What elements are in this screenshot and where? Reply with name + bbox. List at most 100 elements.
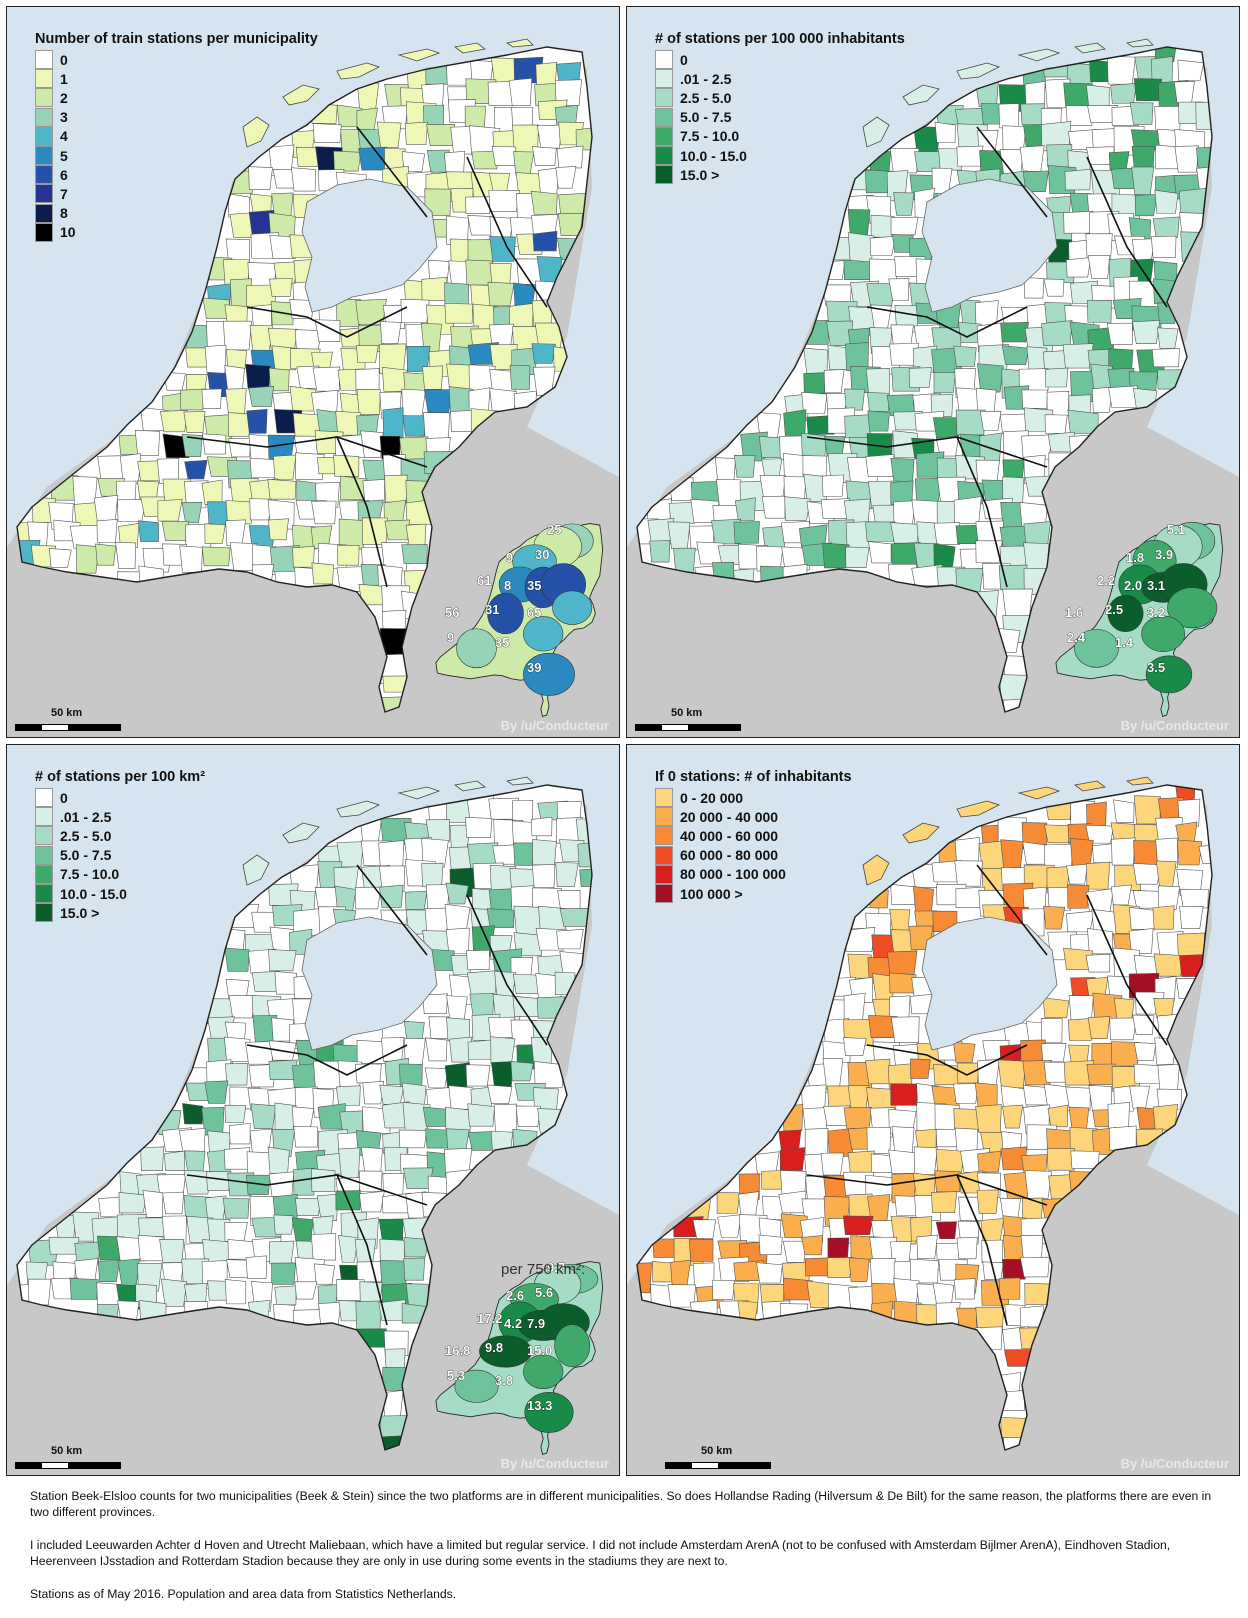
municipality <box>1109 1017 1137 1041</box>
inset-value-label: 9 <box>447 630 454 645</box>
municipality <box>1087 299 1112 323</box>
wadden-island <box>242 116 270 148</box>
legend-entry: 15.0 > <box>35 903 205 923</box>
municipality <box>975 387 997 414</box>
municipality <box>48 1236 80 1255</box>
municipality <box>953 496 982 524</box>
municipality <box>530 816 553 837</box>
municipality <box>333 454 360 477</box>
wadden-island <box>242 854 270 886</box>
municipality <box>445 882 469 905</box>
municipality <box>223 320 252 351</box>
municipality <box>953 1083 979 1104</box>
municipality <box>267 1146 290 1174</box>
municipality <box>421 277 448 301</box>
scale-bar: 50 km <box>15 707 121 731</box>
sea-area <box>627 7 1239 547</box>
municipality <box>449 1036 473 1063</box>
wadden-island <box>862 116 890 148</box>
legend-swatch <box>35 107 53 127</box>
municipality <box>1047 886 1073 911</box>
municipality <box>870 1258 896 1286</box>
municipality <box>1001 345 1029 365</box>
municipality <box>292 546 315 568</box>
municipality <box>758 1234 783 1255</box>
legend-swatch <box>35 807 53 827</box>
municipality <box>759 475 786 498</box>
province-border <box>246 1044 408 1076</box>
municipality <box>733 521 760 544</box>
province-border <box>356 864 428 956</box>
wadden-island <box>1074 42 1106 54</box>
municipality <box>530 190 558 215</box>
municipality <box>489 262 512 285</box>
legend-entry: 100 000 > <box>655 884 852 904</box>
legend-label: 10.0 - 15.0 <box>680 147 747 164</box>
scale-bar: 50 km <box>665 1445 771 1469</box>
municipality <box>956 145 984 167</box>
inset-value-label: 56 <box>445 605 459 620</box>
municipality <box>1000 322 1029 343</box>
province-border <box>806 1174 1048 1206</box>
legend-entry: 5.0 - 7.5 <box>655 107 905 127</box>
municipality <box>1041 320 1073 346</box>
province-border <box>956 436 1008 588</box>
municipality <box>870 214 895 238</box>
municipality <box>1000 839 1024 868</box>
map-legend: # of stations per 100 000 inhabitants 0.… <box>655 31 905 185</box>
municipality <box>227 1239 256 1260</box>
legend-label: 5 <box>60 147 68 164</box>
legend-entry: 10.0 - 15.0 <box>655 146 905 166</box>
legend-entry: .01 - 2.5 <box>35 807 205 827</box>
municipality <box>333 150 362 172</box>
municipality <box>184 1282 208 1304</box>
inset-value-label: 3.8 <box>495 1373 513 1388</box>
inset-value-label: 1.4 <box>1115 635 1134 650</box>
municipality <box>844 388 865 411</box>
municipality <box>356 107 378 131</box>
municipality <box>311 1168 336 1192</box>
inset-value-label: 3.1 <box>1147 578 1165 593</box>
municipality <box>464 105 486 129</box>
legend-entry: 80 000 - 100 000 <box>655 864 852 884</box>
wadden-island <box>397 48 441 62</box>
municipality <box>1044 414 1068 434</box>
municipality <box>1113 799 1135 823</box>
municipality <box>314 1263 335 1285</box>
municipality <box>421 83 445 106</box>
municipality <box>314 319 341 343</box>
country-outline <box>636 46 1213 713</box>
municipality <box>509 365 531 390</box>
municipality <box>869 236 896 256</box>
municipality <box>1087 255 1111 279</box>
municipality <box>291 1217 315 1242</box>
municipality <box>801 391 828 415</box>
credit-text: By /u/Conducteur <box>500 718 609 733</box>
municipality <box>913 345 938 373</box>
municipality <box>848 1257 870 1282</box>
municipality <box>1065 257 1092 278</box>
inset-value-label: 61 <box>477 573 491 588</box>
municipality <box>161 520 189 541</box>
province-border <box>956 1174 1008 1326</box>
municipality <box>1179 888 1209 909</box>
municipality <box>117 499 147 522</box>
municipality <box>225 500 255 525</box>
municipality <box>1110 884 1132 906</box>
municipality <box>1108 385 1138 408</box>
legend-swatch <box>655 126 673 146</box>
municipality <box>293 1125 318 1148</box>
municipality <box>865 521 896 542</box>
legend-entry: 3 <box>35 107 318 127</box>
scale-label: 50 km <box>671 707 703 719</box>
municipality <box>1132 320 1161 344</box>
province-border <box>976 864 1048 956</box>
legend-label: .01 - 2.5 <box>60 808 112 825</box>
municipality <box>228 995 257 1019</box>
inset-value-label: 2.6 <box>506 1288 524 1303</box>
municipality <box>953 345 977 367</box>
municipality <box>486 908 515 928</box>
municipality <box>513 151 535 176</box>
legend-swatch <box>655 826 673 846</box>
municipality <box>1091 386 1114 413</box>
